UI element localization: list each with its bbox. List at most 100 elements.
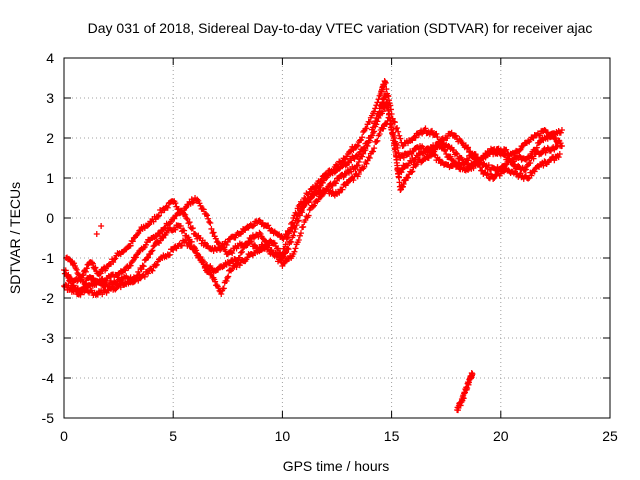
plot-frame <box>63 57 611 419</box>
data-point <box>553 143 560 150</box>
data-point <box>443 151 450 157</box>
data-point <box>141 273 148 280</box>
axis-ticks <box>63 57 611 419</box>
data-point <box>282 241 289 248</box>
data-point <box>387 117 394 124</box>
data-point <box>375 115 382 121</box>
y-tick-label: -1 <box>42 250 55 266</box>
data-point <box>408 169 415 176</box>
data-point <box>149 267 156 274</box>
data-point <box>232 234 239 241</box>
data-point <box>387 120 394 127</box>
data-point <box>292 245 299 252</box>
y-tick-label: -3 <box>42 330 55 346</box>
data-point <box>291 248 298 255</box>
data-point <box>107 277 114 284</box>
data-point <box>229 250 236 257</box>
data-point <box>130 278 137 285</box>
data-point <box>429 127 436 134</box>
data-point <box>359 134 366 141</box>
data-point <box>74 278 81 285</box>
data-point <box>381 104 388 111</box>
data-point <box>491 175 498 181</box>
data-point <box>556 151 563 157</box>
data-point <box>82 268 89 275</box>
data-point <box>453 150 460 157</box>
data-point <box>297 208 304 215</box>
data-point <box>236 254 243 261</box>
data-point <box>153 233 160 240</box>
data-point <box>382 91 389 97</box>
data-point <box>127 262 134 269</box>
data-point <box>156 212 163 219</box>
data-point <box>78 273 85 280</box>
data-point <box>485 149 492 156</box>
data-point <box>400 154 407 161</box>
data-point <box>484 170 491 177</box>
data-point <box>139 262 146 269</box>
data-point <box>374 137 381 144</box>
outlier-point <box>98 223 105 229</box>
data-point <box>485 162 492 169</box>
data-point <box>389 131 396 138</box>
data-point <box>197 202 204 209</box>
data-point <box>517 146 524 153</box>
data-point <box>166 251 173 258</box>
data-point <box>331 179 338 185</box>
data-point <box>558 127 565 133</box>
data-point <box>537 132 544 139</box>
data-point <box>385 106 392 113</box>
data-point <box>301 195 308 201</box>
data-point <box>295 237 302 244</box>
data-point <box>473 157 480 164</box>
x-tick-label: 10 <box>275 428 291 444</box>
data-point <box>336 189 343 196</box>
data-point <box>259 235 266 242</box>
x-axis-label: GPS time / hours <box>283 458 390 474</box>
data-point <box>140 263 147 270</box>
data-point <box>210 229 217 236</box>
data-point <box>382 79 389 85</box>
data-point <box>181 227 188 234</box>
data-point <box>392 146 399 153</box>
data-point <box>522 156 529 163</box>
data-point <box>282 249 289 256</box>
data-point <box>311 202 318 209</box>
data-point <box>205 215 212 222</box>
data-point <box>145 222 152 229</box>
data-point <box>336 175 343 182</box>
data-point <box>149 247 156 254</box>
data-point <box>306 195 313 202</box>
data-point <box>249 223 256 230</box>
data-point <box>204 262 211 269</box>
data-point <box>268 247 275 253</box>
data-point <box>289 219 296 226</box>
data-point <box>190 243 197 250</box>
data-point <box>99 291 106 298</box>
data-point <box>157 230 164 237</box>
data-point <box>88 259 95 266</box>
data-point <box>344 159 351 165</box>
data-point <box>207 220 214 227</box>
x-tick-label: 5 <box>169 428 177 444</box>
data-point <box>419 158 426 165</box>
data-point <box>447 153 454 160</box>
data-point <box>223 278 230 285</box>
data-point <box>279 263 286 269</box>
data-point <box>382 79 389 86</box>
data-point <box>515 162 522 169</box>
data-point <box>342 182 349 189</box>
y-tick-label: -2 <box>42 290 55 306</box>
data-point <box>555 154 562 161</box>
data-point <box>150 243 157 250</box>
data-point <box>355 171 362 177</box>
data-point <box>380 125 387 132</box>
data-point <box>350 147 357 154</box>
data-point <box>295 203 302 210</box>
data-point <box>237 249 244 256</box>
data-point <box>225 273 232 280</box>
data-point <box>73 266 80 273</box>
data-point <box>470 162 477 169</box>
data-point <box>358 136 365 143</box>
data-point <box>546 134 553 141</box>
